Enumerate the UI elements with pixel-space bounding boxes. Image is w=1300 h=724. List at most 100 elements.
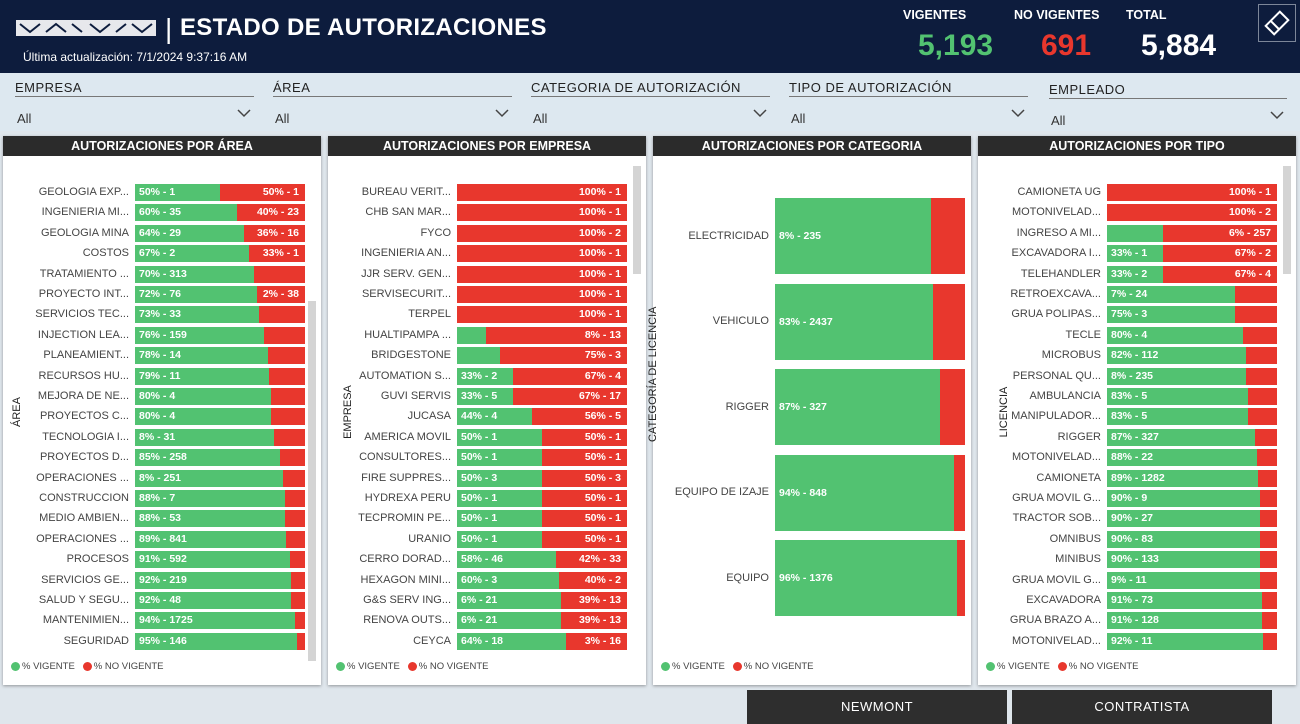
bar-no-vigente[interactable]: 60% - 3 40% - 2 — [457, 571, 627, 589]
bar-vigente[interactable] — [457, 571, 559, 589]
bar-no-vigente[interactable]: 100% - 1 — [1107, 184, 1277, 201]
bar-vigente[interactable] — [1107, 326, 1243, 344]
bar-vigente[interactable] — [457, 612, 561, 630]
bar-vigente[interactable] — [1107, 408, 1249, 426]
bar-no-vigente[interactable]: 90% - 9 — [1107, 490, 1277, 507]
bar-no-vigente[interactable]: 50% - 3 50% - 3 — [457, 469, 627, 487]
bar-no-vigente[interactable]: 60% - 35 40% - 23 — [135, 204, 305, 222]
bar-vigente[interactable] — [135, 530, 287, 548]
filter-tipo[interactable]: TIPO DE AUTORIZACIÓN All — [789, 73, 1028, 131]
bar-vigente[interactable] — [1107, 449, 1257, 467]
bar-vigente[interactable] — [135, 510, 285, 528]
bar-no-vigente[interactable]: 83% - 2437 — [775, 283, 965, 360]
bar-vigente[interactable] — [1107, 245, 1164, 263]
bar-vigente[interactable] — [135, 490, 285, 507]
bar-no-vigente[interactable]: 100% - 1 — [457, 245, 627, 263]
bar-vigente[interactable] — [457, 592, 561, 609]
scrollbar[interactable] — [308, 301, 316, 661]
bar-vigente[interactable] — [1107, 306, 1235, 324]
bar-no-vigente[interactable]: 8% - 235 — [775, 198, 965, 274]
bar-no-vigente[interactable]: 90% - 27 — [1107, 510, 1277, 528]
bar-vigente[interactable] — [457, 449, 542, 467]
bar-no-vigente[interactable]: 50% - 1 50% - 1 — [135, 184, 305, 201]
bar-no-vigente[interactable]: 100% - 1 — [457, 286, 627, 303]
bar-vigente[interactable] — [457, 326, 486, 344]
bar-vigente[interactable] — [457, 490, 542, 507]
bar-no-vigente[interactable]: 100% - 1 — [457, 204, 627, 222]
bar-no-vigente[interactable]: 70% - 313 — [135, 265, 305, 283]
newmont-button[interactable]: NEWMONT — [747, 690, 1007, 724]
bar-vigente[interactable] — [135, 551, 290, 569]
bar-vigente[interactable] — [135, 326, 265, 344]
bar-vigente[interactable] — [1107, 510, 1260, 528]
bar-vigente[interactable] — [1107, 347, 1247, 365]
bar-vigente[interactable] — [1107, 388, 1249, 405]
bar-no-vigente[interactable]: 100% - 1 — [457, 265, 627, 283]
bar-no-vigente[interactable]: 75% - 3 — [457, 347, 627, 365]
bar-no-vigente[interactable]: 44% - 4 56% - 5 — [457, 408, 627, 426]
bar-no-vigente[interactable]: 73% - 33 — [135, 306, 305, 324]
bar-no-vigente[interactable]: 72% - 76 2% - 38 — [135, 286, 305, 303]
bar-vigente[interactable] — [1107, 286, 1235, 303]
bar-no-vigente[interactable]: 92% - 219 — [135, 571, 305, 589]
bar-vigente[interactable] — [135, 306, 260, 324]
bar-vigente[interactable] — [135, 347, 268, 365]
filter-empresa[interactable]: EMPRESA All — [15, 73, 254, 131]
scrollbar[interactable] — [633, 166, 641, 274]
bar-vigente[interactable] — [1107, 469, 1259, 487]
bar-no-vigente[interactable]: 7% - 24 — [1107, 286, 1277, 303]
bar-no-vigente[interactable]: 100% - 1 — [457, 306, 627, 324]
bar-no-vigente[interactable]: 90% - 133 — [1107, 551, 1277, 569]
bar-no-vigente[interactable]: 67% - 2 33% - 1 — [135, 245, 305, 263]
bar-vigente[interactable] — [457, 530, 542, 548]
bar-no-vigente[interactable]: 50% - 1 50% - 1 — [457, 510, 627, 528]
bar-no-vigente[interactable]: 90% - 83 — [1107, 530, 1277, 548]
bar-no-vigente[interactable]: 94% - 1725 — [135, 612, 305, 630]
bar-vigente[interactable] — [457, 367, 514, 385]
bar-vigente[interactable] — [775, 369, 941, 445]
bar-no-vigente[interactable]: 89% - 841 — [135, 530, 305, 548]
bar-vigente[interactable] — [1107, 632, 1264, 650]
clear-filters-button[interactable] — [1258, 4, 1296, 42]
bar-vigente[interactable] — [1107, 612, 1262, 630]
bar-no-vigente[interactable]: 9% - 11 — [1107, 571, 1277, 589]
bar-vigente[interactable] — [135, 449, 280, 467]
bar-vigente[interactable] — [457, 510, 542, 528]
bar-vigente[interactable] — [1107, 530, 1260, 548]
bar-vigente[interactable] — [135, 245, 249, 263]
bar-no-vigente[interactable]: 50% - 1 50% - 1 — [457, 530, 627, 548]
bar-no-vigente[interactable]: 33% - 1 67% - 2 — [1107, 245, 1277, 263]
bar-no-vigente[interactable]: 80% - 4 — [1107, 326, 1277, 344]
bar-no-vigente[interactable]: 79% - 11 — [135, 367, 305, 385]
bar-no-vigente[interactable]: 87% - 327 — [775, 369, 965, 445]
bar-vigente[interactable] — [457, 469, 542, 487]
filter-area[interactable]: ÁREA All — [273, 73, 512, 131]
bar-vigente[interactable] — [775, 540, 958, 616]
bar-no-vigente[interactable]: 92% - 11 — [1107, 632, 1277, 650]
bar-vigente[interactable] — [1107, 490, 1260, 507]
bar-no-vigente[interactable]: 89% - 1282 — [1107, 469, 1277, 487]
bar-no-vigente[interactable]: 92% - 48 — [135, 592, 305, 609]
bar-no-vigente[interactable]: 33% - 2 67% - 4 — [1107, 265, 1277, 283]
bar-no-vigente[interactable]: 33% - 5 67% - 17 — [457, 388, 627, 405]
bar-no-vigente[interactable]: 8% - 31 — [135, 428, 305, 446]
bar-no-vigente[interactable]: 78% - 14 — [135, 347, 305, 365]
bar-no-vigente[interactable]: 8% - 235 — [1107, 367, 1277, 385]
bar-no-vigente[interactable]: 6% - 257 — [1107, 224, 1277, 242]
bar-vigente[interactable] — [775, 283, 933, 360]
bar-no-vigente[interactable]: 75% - 3 — [1107, 306, 1277, 324]
bar-vigente[interactable] — [135, 367, 270, 385]
bar-no-vigente[interactable]: 96% - 1376 — [775, 540, 965, 616]
bar-vigente[interactable] — [457, 428, 542, 446]
bar-no-vigente[interactable]: 50% - 1 50% - 1 — [457, 428, 627, 446]
bar-no-vigente[interactable]: 8% - 13 — [457, 326, 627, 344]
bar-vigente[interactable] — [135, 632, 297, 650]
bar-no-vigente[interactable]: 82% - 112 — [1107, 347, 1277, 365]
bar-vigente[interactable] — [135, 184, 220, 201]
bar-vigente[interactable] — [1107, 592, 1262, 609]
bar-no-vigente[interactable]: 58% - 46 42% - 33 — [457, 551, 627, 569]
bar-vigente[interactable] — [457, 632, 566, 650]
bar-vigente[interactable] — [457, 388, 514, 405]
bar-vigente[interactable] — [1107, 571, 1260, 589]
bar-vigente[interactable] — [457, 408, 532, 426]
